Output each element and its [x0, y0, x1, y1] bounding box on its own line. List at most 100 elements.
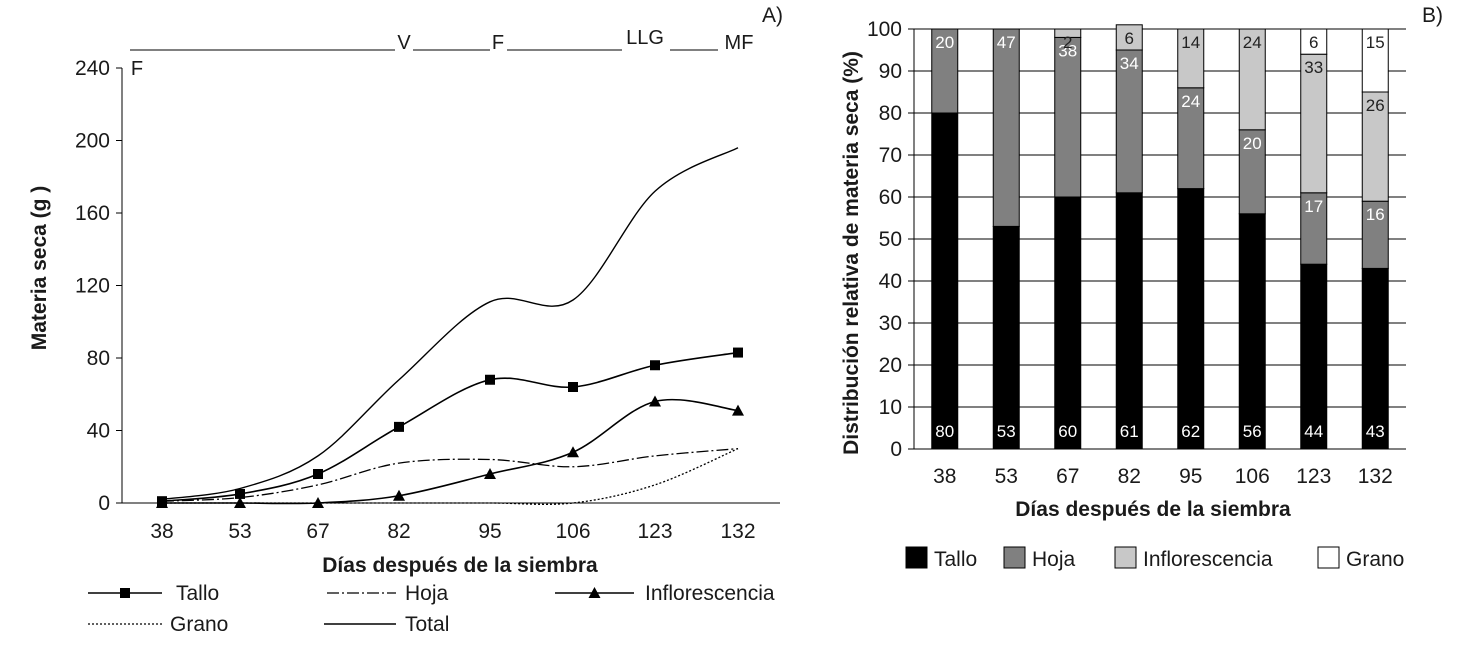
- line-series-hoja: [161, 447, 739, 502]
- bar-value-label-tallo: 60: [1058, 422, 1077, 441]
- line-chart-x-tick-label: 67: [306, 520, 329, 543]
- bar-segment-tallo: [931, 112, 959, 450]
- legend-swatch-tallo: [905, 546, 928, 569]
- bar-value-label-inflorescencia: 14: [1181, 33, 1200, 52]
- line-point-tallo: [394, 421, 404, 432]
- line-chart-x-tick-label: 53: [228, 520, 251, 543]
- line-point-tallo: [485, 374, 495, 385]
- bar-value-label-hoja: 17: [1304, 197, 1323, 216]
- line-series-grano: [162, 448, 739, 505]
- bar-segment-hoja: [1115, 49, 1143, 194]
- bar-segment-inflorescencia: [1177, 28, 1205, 89]
- bar-segment-hoja: [1238, 129, 1266, 215]
- bar-segment-grano: [1300, 28, 1328, 55]
- bar-chart-y-tick-label: 0: [890, 438, 902, 461]
- panel-a-tag: A): [762, 4, 783, 27]
- line-chart-y-tick-label: 160: [75, 202, 110, 225]
- bar-segment-tallo: [1115, 192, 1143, 450]
- line-chart-x-axis-title: Días después de la siembra: [322, 554, 598, 577]
- bar-chart-y-tick-label: 80: [879, 102, 902, 125]
- line-point-inflorescencia: [732, 404, 744, 416]
- bar-chart-x-tick-label: 106: [1235, 465, 1270, 488]
- legend-swatch-grano: [1317, 546, 1340, 569]
- bar-segment-tallo: [992, 225, 1020, 450]
- legend-label-hoja: Hoja: [1032, 548, 1076, 571]
- line-point-tallo: [235, 488, 245, 499]
- bar-value-label-inflorescencia: 6: [1125, 29, 1134, 48]
- line-chart-y-axis-title: Materia seca (g ): [28, 186, 51, 351]
- line-chart-x-tick-label: 38: [150, 520, 173, 543]
- line-series-tallo: [161, 351, 739, 502]
- bar-chart-y-tick-label: 100: [867, 18, 902, 41]
- legend-marker-square: [120, 588, 130, 598]
- bar-segment-hoja: [1300, 192, 1328, 265]
- bar-chart-x-tick-label: 82: [1118, 465, 1141, 488]
- line-chart-x-tick-label: 82: [387, 520, 410, 543]
- line-point-tallo: [568, 382, 578, 392]
- bar-segment-hoja: [1177, 87, 1205, 190]
- legend-swatch-hoja: [1003, 546, 1026, 569]
- bar-value-label-tallo: 56: [1243, 422, 1262, 441]
- bar-value-label-hoja: 24: [1181, 92, 1200, 111]
- line-series-inflorescencia: [162, 398, 739, 505]
- bar-value-label-hoja: 20: [1243, 134, 1262, 153]
- line-point-tallo: [650, 360, 660, 371]
- bar-segment-tallo: [1238, 213, 1266, 450]
- line-chart-y-tick-label: 0: [98, 492, 110, 515]
- line-point-tallo: [733, 347, 743, 358]
- legend-marker-triangle: [588, 587, 601, 598]
- bar-segment-inflorescencia: [1361, 91, 1389, 202]
- bar-value-label-hoja: 16: [1366, 205, 1385, 224]
- bar-value-label-hoja: 38: [1058, 41, 1077, 60]
- phenology-stage-label: MF: [725, 32, 754, 54]
- line-series-total: [161, 147, 739, 501]
- legend-swatch-inflorescencia: [1114, 546, 1137, 569]
- line-point-inflorescencia: [567, 446, 579, 458]
- bar-value-label-tallo: 44: [1304, 422, 1323, 441]
- line-chart-y-tick-label: 40: [87, 420, 110, 443]
- legend-label-tallo: Tallo: [176, 582, 219, 605]
- line-chart-dry-matter: A) Materia seca (g ) Días después de la …: [28, 4, 783, 636]
- bar-segment-tallo: [1300, 263, 1328, 450]
- line-chart-y-tick-label: 80: [87, 347, 110, 370]
- bar-segment-grano: [1361, 28, 1389, 93]
- bar-chart-x-tick-label: 38: [933, 465, 956, 488]
- legend-label-inflorescencia: Inflorescencia: [645, 582, 775, 605]
- line-chart-y-tick-label: 240: [75, 57, 110, 80]
- bar-chart-y-tick-label: 50: [879, 228, 902, 251]
- bar-chart-x-tick-label: 95: [1179, 465, 1202, 488]
- line-chart-x-tick-label: 106: [555, 520, 590, 543]
- phenology-stage-label: F: [131, 58, 143, 80]
- bar-segment-inflorescencia: [1054, 28, 1082, 38]
- bar-chart-y-tick-label: 60: [879, 186, 902, 209]
- bar-value-label-hoja: 20: [935, 33, 954, 52]
- bar-chart-y-tick-label: 90: [879, 60, 902, 83]
- bar-value-label-hoja: 34: [1120, 54, 1139, 73]
- bar-segment-tallo: [1177, 188, 1205, 450]
- legend-label-hoja: Hoja: [405, 582, 449, 605]
- line-chart-x-tick-label: 95: [478, 520, 501, 543]
- bar-value-label-inflorescencia: 2: [1063, 33, 1072, 52]
- bar-chart-y-tick-label: 20: [879, 354, 902, 377]
- bar-segment-hoja: [1054, 36, 1082, 198]
- bar-value-label-tallo: 53: [997, 422, 1016, 441]
- bar-segment-inflorescencia: [1115, 24, 1143, 51]
- bar-segment-tallo: [1054, 196, 1082, 450]
- bar-chart-y-tick-label: 40: [879, 270, 902, 293]
- legend-label-grano: Grano: [1346, 548, 1404, 571]
- line-point-tallo: [313, 469, 323, 479]
- bar-value-label-tallo: 80: [935, 422, 954, 441]
- line-point-inflorescencia: [649, 395, 661, 407]
- legend-label-inflorescencia: Inflorescencia: [1143, 548, 1273, 571]
- bar-value-label-inflorescencia: 26: [1366, 96, 1385, 115]
- bar-segment-hoja: [992, 28, 1020, 227]
- bar-chart-x-tick-label: 132: [1358, 465, 1393, 488]
- legend-label-total: Total: [405, 613, 449, 636]
- phenology-stage-label: V: [397, 32, 411, 54]
- bar-segment-inflorescencia: [1300, 53, 1328, 194]
- line-chart-x-tick-label: 123: [637, 520, 672, 543]
- bar-chart-x-tick-label: 123: [1296, 465, 1331, 488]
- bar-chart-y-axis-title: Distribución relativa de materia seca (%…: [840, 51, 863, 455]
- bar-value-label-hoja: 47: [997, 33, 1016, 52]
